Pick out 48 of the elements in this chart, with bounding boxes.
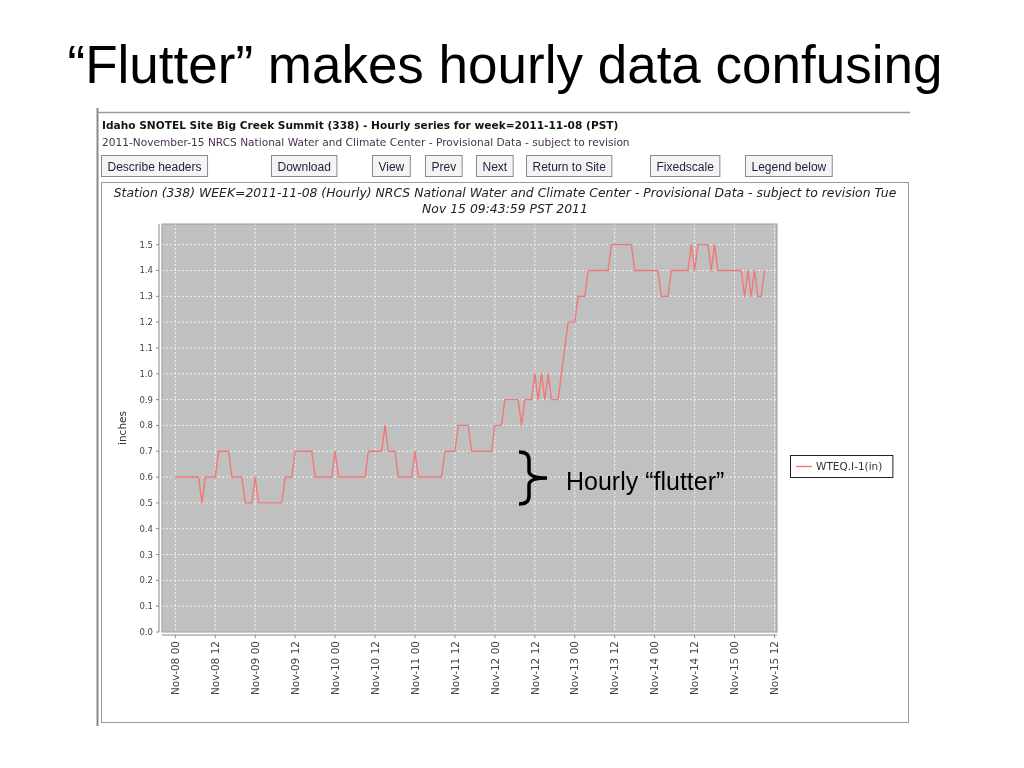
annotation: Hourly “flutter” (566, 467, 725, 495)
text: 2011-November-15 NRCS National Water and Climate Center - Provisional Data - subject to revision (102, 136, 630, 148)
x-tick-label: Nov-08 12 (208, 641, 221, 696)
y-tick-label: 1.5 (139, 239, 153, 250)
x-tick-label: Nov-14 12 (688, 641, 701, 696)
button: Download (271, 155, 338, 177)
x-tick-label: Nov-12 00 (488, 641, 501, 696)
button: Next (476, 155, 514, 177)
y-tick-label: 1.2 (139, 317, 153, 328)
x-tick-label: Nov-15 12 (768, 641, 781, 696)
button: Prev (425, 155, 463, 177)
y-tick-label: 0.4 (139, 523, 153, 534)
x-tick-label: Nov-15 00 (728, 641, 741, 696)
y-tick-label: 0.5 (139, 497, 153, 508)
chart-title: “Flutter” makes hourly data confusing (67, 35, 943, 94)
x-tick-label: Nov-09 00 (248, 641, 261, 696)
y-tick-label: 0.6 (139, 472, 153, 483)
line-series (174, 243, 766, 504)
y-tick-label: 0.3 (139, 549, 153, 560)
chart-subtitle: Station (338) WEEK=2011-11-08 (Hourly) NRCS National Water and Climate Center - Provisional Data - subject to revision Tue Nov 15 09:43:59 PST 2011 (113, 185, 897, 216)
y-tick-label: 0.9 (139, 394, 153, 405)
y-tick-label: 0.2 (139, 575, 153, 586)
y-tick-label: 1.1 (139, 342, 153, 353)
x-tick-label: Nov-10 12 (368, 641, 381, 696)
text: Idaho SNOTEL Site Big Creek Summit (338) - Hourly series for week=2011-11-08 (PST) (102, 119, 619, 131)
y-tick-label: 1.0 (139, 368, 153, 379)
x-tick-label: Nov-13 12 (608, 641, 621, 696)
y-tick-label: 1.3 (139, 291, 153, 302)
y-tick-label: 0.0 (139, 626, 153, 637)
x-tick-label: Nov-13 00 (568, 641, 581, 696)
button: Legend below (745, 155, 833, 177)
y-axis-title: inches (116, 411, 128, 445)
x-tick-label: Nov-09 12 (288, 641, 301, 696)
x-tick-label: Nov-14 00 (648, 641, 661, 696)
button: Describe headers (101, 155, 209, 177)
x-tick-label: Nov-12 12 (528, 641, 541, 696)
x-tick-label: Nov-11 00 (408, 641, 421, 696)
x-tick-label: Nov-10 00 (328, 641, 341, 696)
y-tick-label: 0.1 (139, 601, 153, 612)
button: View (372, 155, 411, 177)
y-tick-label: 0.8 (139, 420, 153, 431)
y-tick-label: 1.4 (139, 265, 153, 276)
x-tick-label: Nov-11 12 (448, 641, 461, 696)
x-tick-label: Nov-08 00 (168, 641, 181, 696)
legend-label: WTEQ.I-1(in) (816, 460, 883, 473)
button: Fixedscale (650, 155, 721, 177)
y-tick-label: 0.7 (139, 446, 153, 457)
button: Return to Site (526, 155, 613, 177)
